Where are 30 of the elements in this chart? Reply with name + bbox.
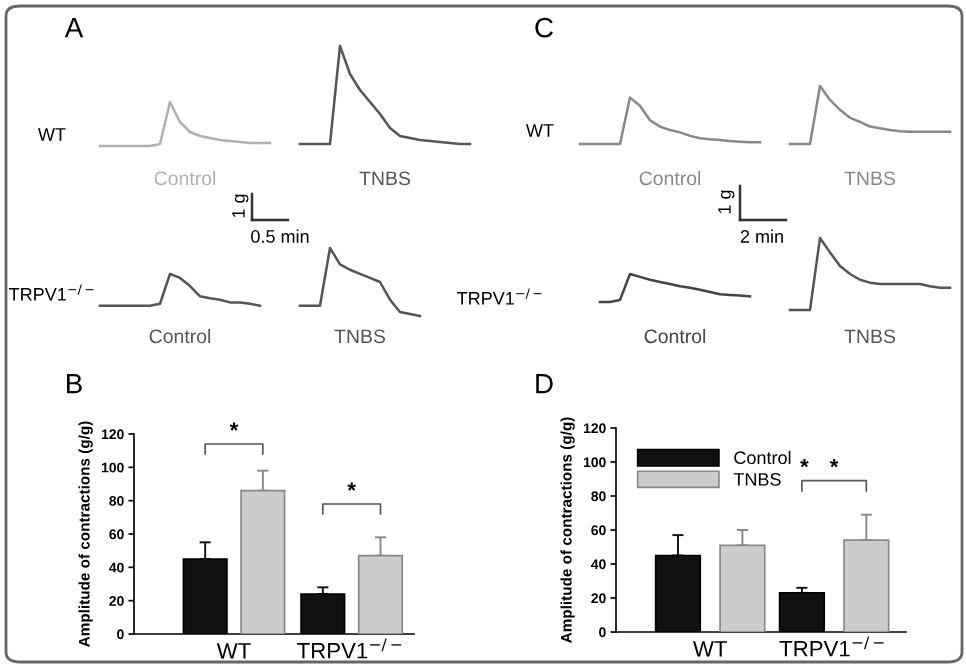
x-tick-label: TRPV1$^{−/−}$ [297,638,402,659]
legend-label: Control [734,450,791,465]
text: * [229,422,239,431]
chart-title: D [536,374,553,394]
annotation: * [800,459,809,468]
text: TNBS [844,171,896,186]
legend-label: TNBS [733,472,781,486]
text: 0.5 min [251,229,309,243]
text: TNBS [844,329,896,344]
annotation: * [829,459,839,468]
annotation: * [347,482,356,491]
series-label: Control [639,170,701,186]
y-axis-title: TRPV1$^{−/−}$ [457,288,542,305]
series-label: TNBS [334,329,386,344]
y-axis-title: WT [38,128,66,141]
series-label: Control [149,328,211,344]
text: 1 g [232,194,249,218]
chart-title: B [67,374,82,394]
series-label: TNBS [359,171,411,186]
y-axis-title: WT [526,124,554,137]
x-tick-label: TRPV1$^{−/−}$ [779,636,884,657]
series-label: Control [154,170,216,186]
x-tick-label: WT [216,643,251,659]
series-label: Control [644,328,706,344]
x-tick-label: WT [693,641,727,657]
chart-title: C [535,17,553,38]
chart-title: A [64,18,84,38]
y-axis-title: TRPV1$^{−/−}$ [9,284,94,301]
annotation: 2 min [740,229,783,243]
text: 1 g [718,190,735,214]
